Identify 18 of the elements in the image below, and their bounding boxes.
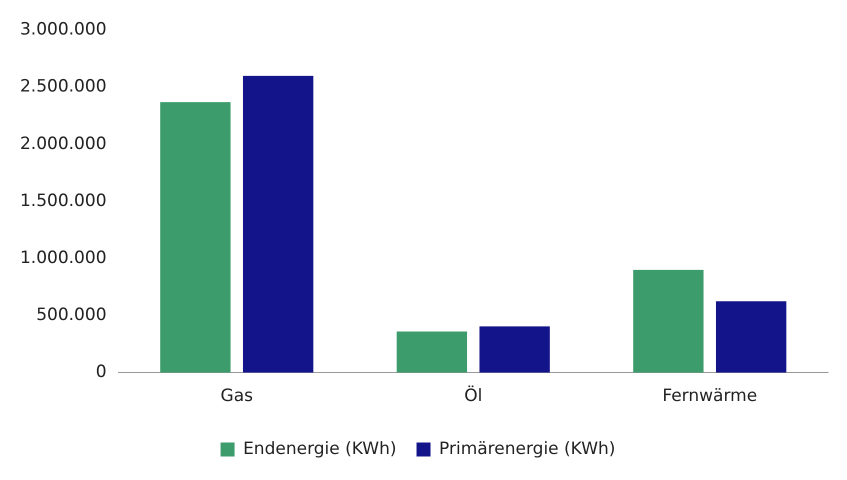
y-tick-label: 500.000 [36,304,107,325]
legend-label: Endenergie (KWh) [243,438,397,459]
bar [716,301,786,373]
y-tick-label: 1.500.000 [20,190,107,211]
bar [633,270,704,373]
bar [396,332,468,373]
x-tick-label: Gas [220,386,254,406]
y-tick-label: 0 [96,362,107,382]
x-tick-label: Fernwärme [662,386,758,406]
x-tick-label: Öl [464,385,482,406]
y-tick-label: 1.000.000 [20,248,107,268]
y-tick-label: 3.000.000 [20,20,107,40]
bar [479,326,550,373]
bar [160,102,231,373]
y-tick-label: 2.500.000 [20,76,107,97]
y-tick-label: 2.000.000 [20,134,107,154]
legend-label: Primärenergie (KWh) [439,438,616,459]
bar [242,76,314,373]
